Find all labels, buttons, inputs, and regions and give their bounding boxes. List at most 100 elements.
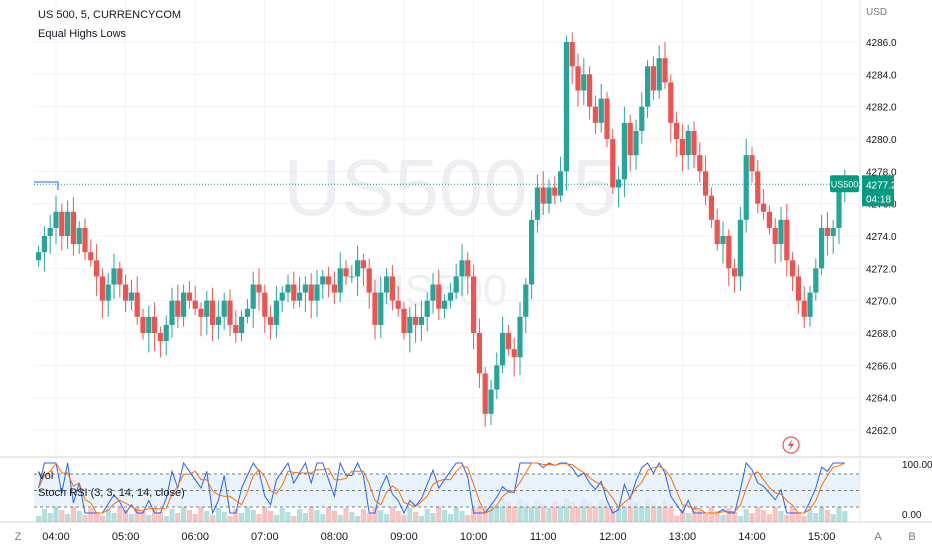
volume-bar xyxy=(210,515,216,522)
candle xyxy=(534,174,540,233)
volume-bar xyxy=(337,515,343,522)
candle-body xyxy=(198,308,204,317)
candle-body xyxy=(465,260,471,277)
x-tick-label: 15:00 xyxy=(808,531,836,543)
volume-bar xyxy=(99,516,105,522)
indicator-legend[interactable]: Equal Highs Lows xyxy=(38,28,127,40)
candle xyxy=(384,268,390,304)
volume-bar xyxy=(262,507,268,522)
volume-legend[interactable]: Vol xyxy=(38,470,54,482)
auto-scale-button[interactable]: A xyxy=(874,531,882,543)
volume-bar xyxy=(592,507,598,522)
volume-bar xyxy=(76,511,82,522)
candle xyxy=(529,210,535,300)
volume-bar xyxy=(546,508,552,522)
candle-body xyxy=(192,300,198,309)
volume-bar xyxy=(459,511,465,522)
x-tick-label: 13:00 xyxy=(669,531,697,543)
candle-body xyxy=(534,187,540,220)
volume-bar xyxy=(801,516,807,522)
candle-body xyxy=(621,122,627,180)
candle-body xyxy=(152,316,158,333)
candle xyxy=(616,166,622,207)
candle-body xyxy=(795,276,801,301)
stoch-d-line xyxy=(38,462,846,514)
candle-body xyxy=(500,333,506,366)
candle xyxy=(761,189,767,220)
candle xyxy=(349,265,355,283)
y-tick-label: 4270.0 xyxy=(866,297,897,308)
x-tick-label: 05:00 xyxy=(112,531,140,543)
candle xyxy=(575,53,581,107)
zoom-button[interactable]: Z xyxy=(15,531,22,543)
candle xyxy=(755,160,761,214)
candle-body xyxy=(134,292,140,317)
volume-bar xyxy=(140,511,146,522)
candle xyxy=(447,282,453,309)
candle xyxy=(268,305,274,340)
candle xyxy=(285,274,291,303)
candle xyxy=(668,74,674,143)
volume-bar xyxy=(749,513,755,522)
candle-body xyxy=(117,268,123,285)
candle-body xyxy=(41,236,47,253)
log-scale-button[interactable]: B xyxy=(908,531,915,543)
candle-body xyxy=(210,300,216,325)
candle-body xyxy=(285,284,291,293)
volume-bar xyxy=(105,509,111,522)
candle-body xyxy=(824,227,830,236)
candle xyxy=(389,265,395,311)
candle-body xyxy=(244,308,250,317)
candle-body xyxy=(459,260,465,277)
stoch-rsi xyxy=(34,461,860,515)
candle xyxy=(790,252,796,291)
stoch-legend[interactable]: Stoch RSI (3, 3, 14, 14, close) xyxy=(38,487,185,499)
volume-bar xyxy=(302,513,308,522)
candle-body xyxy=(494,365,500,390)
volume-bar xyxy=(355,516,361,522)
volume-bar xyxy=(534,500,540,522)
volume-bar xyxy=(836,507,842,522)
candle xyxy=(262,284,268,333)
symbol-badge xyxy=(830,175,859,193)
volume-bar xyxy=(70,507,76,522)
candle xyxy=(830,219,836,254)
y-tick-label: 4264.0 xyxy=(866,394,897,405)
volume-bar xyxy=(511,506,517,522)
volume-bar xyxy=(244,506,250,522)
candle-body xyxy=(297,292,303,301)
y-tick-label: 4268.0 xyxy=(866,329,897,340)
candle xyxy=(442,294,448,319)
currency-label: USD xyxy=(866,7,888,18)
candle xyxy=(627,114,633,172)
volume-bar xyxy=(824,510,830,522)
volume-bar xyxy=(94,512,100,522)
candle-body xyxy=(668,82,674,123)
candle xyxy=(94,244,100,296)
candle xyxy=(239,310,245,342)
candle xyxy=(621,106,627,198)
volume-bars xyxy=(36,498,848,522)
candle-body xyxy=(819,227,825,269)
candle-body xyxy=(471,276,477,333)
candle-body xyxy=(233,324,239,333)
candle-body xyxy=(679,139,685,156)
volume-bar xyxy=(453,507,459,522)
candle xyxy=(488,379,494,426)
candle xyxy=(720,221,726,264)
candle xyxy=(807,286,813,327)
lightning-icon-bolt xyxy=(788,439,794,451)
candle xyxy=(453,263,459,300)
volume-bar xyxy=(604,504,610,522)
candle-body xyxy=(563,42,569,172)
volume-bar xyxy=(488,501,494,522)
candle xyxy=(41,226,47,272)
symbol-legend[interactable]: US 500, 5, CURRENCYCOM xyxy=(38,9,182,21)
y-tick-label: 4266.0 xyxy=(866,361,897,372)
candle-body xyxy=(146,316,152,333)
candle xyxy=(302,276,308,312)
candle-body xyxy=(314,284,320,301)
x-tick-label: 12:00 xyxy=(599,531,627,543)
